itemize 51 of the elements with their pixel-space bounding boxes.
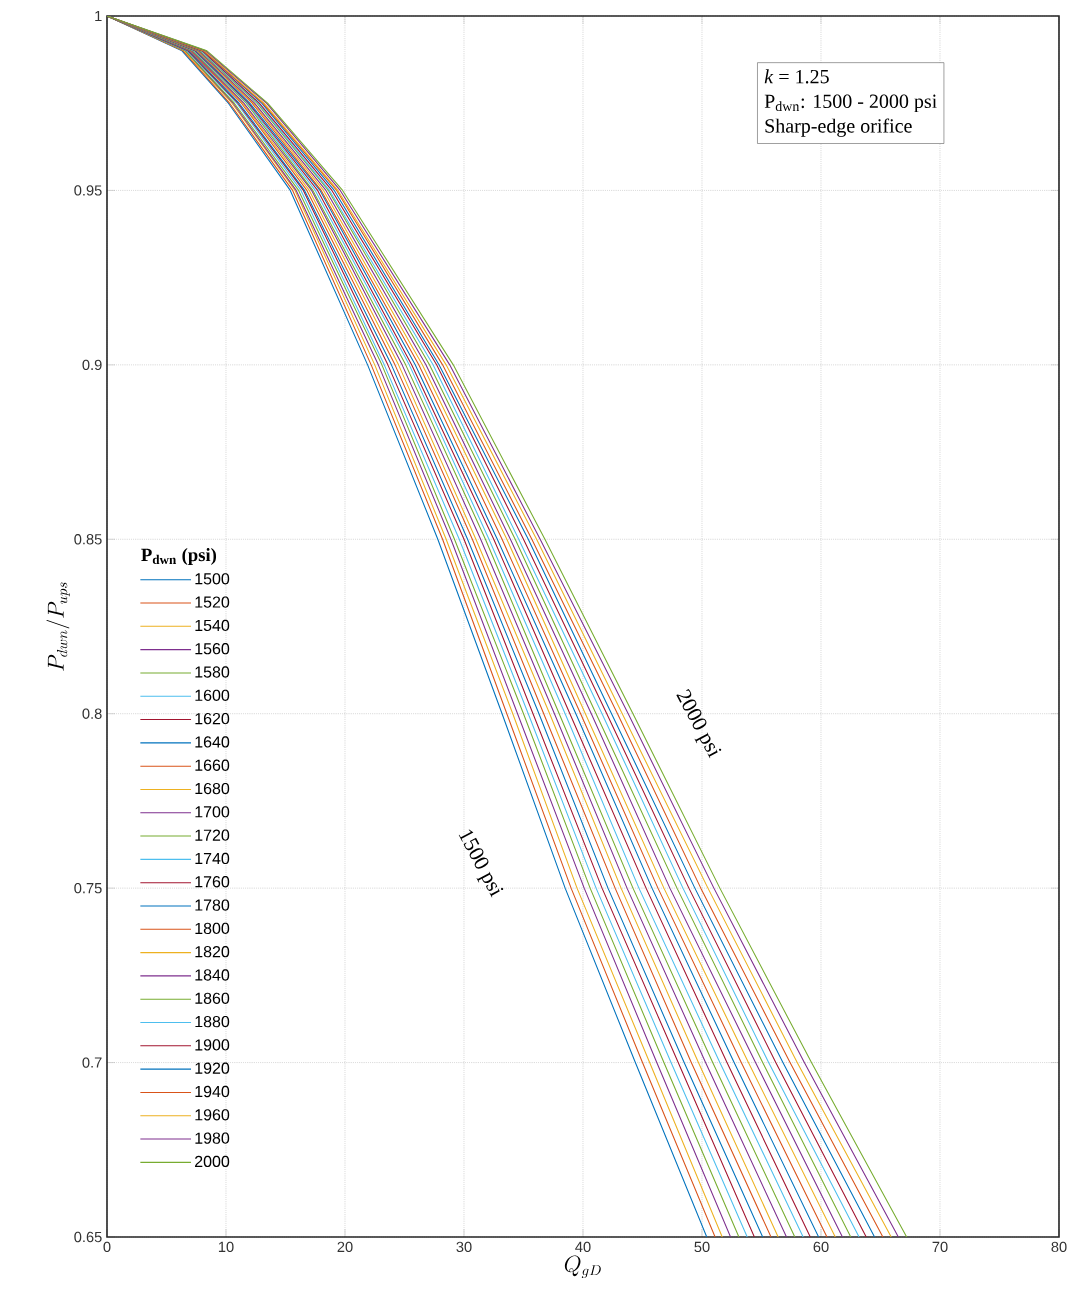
- legend-label: 1920: [195, 1062, 230, 1074]
- legend-label: 2000: [195, 1155, 230, 1168]
- legend-label: 1680: [195, 782, 230, 795]
- legend-label: 1540: [195, 619, 230, 632]
- y-tick-label: 1: [95, 10, 102, 22]
- legend-label: 1760: [195, 876, 230, 888]
- legend-label: 1560: [195, 643, 230, 655]
- x-tick-label: 50: [694, 1241, 710, 1253]
- legend-label: 1840: [195, 969, 230, 981]
- legend-label: 1660: [195, 759, 230, 771]
- legend-label: 1900: [195, 1039, 230, 1051]
- x-tick-label: 10: [218, 1241, 234, 1253]
- legend-label: 1780: [195, 899, 230, 911]
- y-tick-label: 0.8: [82, 708, 102, 719]
- y-tick-label: 0.85: [74, 534, 102, 545]
- legend-label: 1820: [195, 946, 230, 958]
- legend-label: 1620: [195, 712, 230, 725]
- legend-label: 1980: [195, 1132, 230, 1144]
- legend-label: 1880: [195, 1015, 230, 1028]
- x-tick-label: 60: [813, 1241, 829, 1253]
- legend-label: 1720: [195, 829, 230, 841]
- legend-label: 1940: [195, 1085, 230, 1098]
- legend-title: P$_{dwn}$ (psi): [141, 548, 217, 565]
- legend-label: 1580: [195, 666, 230, 678]
- x-tick-label: 70: [932, 1241, 948, 1253]
- legend-label: 1500: [195, 573, 230, 585]
- legend-label: 1860: [195, 992, 230, 1004]
- x-tick-label: 20: [337, 1241, 353, 1253]
- x-tick-label: 30: [456, 1241, 472, 1253]
- y-tick-label: 0.95: [74, 185, 102, 196]
- x-tick-label: 0: [103, 1241, 111, 1253]
- y-axis-title: ${P_{dwn}}/{P_{ups}}$: [46, 582, 70, 671]
- legend-label: 1960: [195, 1109, 230, 1121]
- x-tick-label: 40: [575, 1241, 591, 1253]
- y-tick-label: 0.65: [74, 1231, 102, 1243]
- legend-label: 1700: [195, 806, 230, 818]
- legend-label: 1520: [195, 596, 230, 608]
- annotation: P$_{dwn}$: 1500 - 2000 psi: [764, 94, 937, 113]
- legend-label: 1800: [195, 922, 230, 935]
- y-tick-label: 0.75: [74, 882, 102, 894]
- annotation: k = 1.25: [764, 69, 829, 84]
- legend-label: 1600: [195, 689, 230, 701]
- legend-label: 1640: [195, 736, 230, 748]
- annotation: Sharp-edge orifice: [765, 118, 912, 137]
- legend-label: 1740: [195, 852, 230, 865]
- annotation: 2000 psi: [676, 689, 722, 759]
- x-axis-title: $Q_{gD}$: [564, 1255, 601, 1279]
- annotation: 1500 psi: [458, 829, 504, 898]
- y-tick-label: 0.9: [82, 359, 102, 371]
- y-tick-label: 0.7: [82, 1057, 102, 1068]
- x-tick-label: 80: [1051, 1241, 1067, 1253]
